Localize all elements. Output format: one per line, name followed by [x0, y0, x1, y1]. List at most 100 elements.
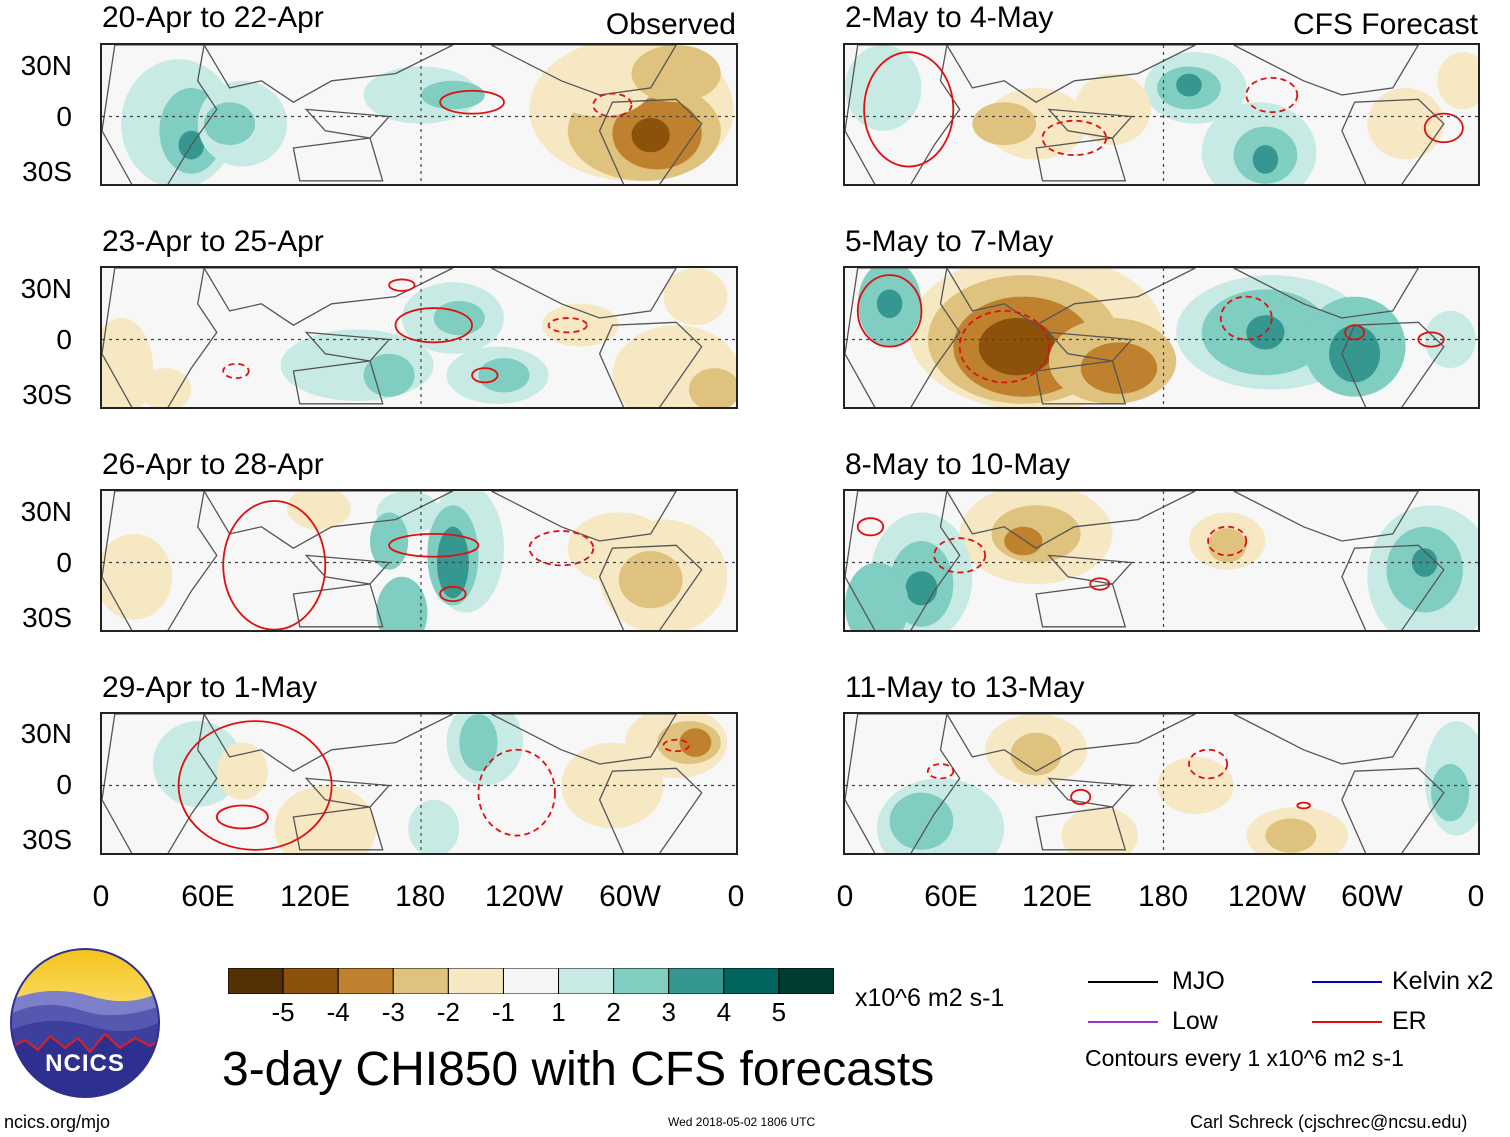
er-contour [1089, 577, 1111, 591]
map-panel-8 [843, 712, 1480, 855]
lon-label: 0 [727, 880, 745, 913]
anomaly-shade [905, 571, 938, 606]
anomaly-shade [1010, 732, 1062, 776]
anomaly-shade [688, 368, 736, 407]
anomaly-shade [1252, 145, 1279, 174]
anomaly-shade [1061, 806, 1139, 853]
anomaly-shade [542, 303, 619, 347]
coastline [1233, 714, 1420, 765]
lon-label: 180 [394, 880, 446, 913]
er-contour [439, 585, 467, 603]
credit: Carl Schreck (cjschrec@ncsu.edu) [1190, 1112, 1468, 1132]
map-svg-4 [102, 714, 736, 853]
legend-label-mjo: MJO [1172, 967, 1225, 995]
coastline [845, 268, 961, 407]
map-panel-5 [843, 43, 1480, 186]
colorbar-label: -2 [436, 997, 460, 1027]
map-svg-5 [845, 45, 1478, 184]
coastline [1035, 583, 1127, 628]
anomaly-shade [1329, 325, 1381, 383]
er-contour [177, 720, 333, 851]
lon-label: 60W [1341, 880, 1403, 913]
coastline [1341, 767, 1445, 853]
legend-swatch-kelvin [1312, 981, 1382, 983]
colorbar-label: 3 [661, 997, 676, 1027]
colorbar-units: x10^6 m2 s-1 [855, 984, 1005, 1012]
anomaly-shade [1208, 528, 1247, 563]
map-svg-7 [845, 491, 1478, 630]
anomaly-shade [140, 368, 192, 407]
coastline [946, 714, 1196, 772]
er-contour [1417, 331, 1445, 348]
colorbar-swatch [613, 968, 670, 994]
coastline [1341, 98, 1445, 184]
lon-label: 120W [1227, 880, 1307, 913]
anomaly-shade [1080, 342, 1158, 394]
ncics-logo: NCICS [10, 948, 160, 1098]
anomaly-shade [845, 562, 909, 630]
coastline [1233, 45, 1420, 96]
coastline [102, 268, 218, 407]
anomaly-shade [459, 714, 498, 772]
coastline [1233, 268, 1420, 319]
coastline [203, 714, 454, 772]
legend-label-er: ER [1392, 1007, 1427, 1035]
coastline [1047, 777, 1134, 808]
er-contour [528, 530, 595, 567]
er-contour [958, 310, 1050, 384]
map-svg-2 [102, 268, 736, 407]
anomaly-shade [216, 742, 268, 800]
lon-label: 0 [92, 880, 110, 913]
panel-title-5: 2-May to 4-May [845, 1, 1054, 34]
anomaly-shade [1411, 548, 1438, 577]
colorbar-swatch [778, 968, 834, 994]
panel-title-3: 26-Apr to 28-Apr [102, 448, 324, 481]
anomaly-shade [845, 45, 922, 131]
anomaly-shade [421, 80, 485, 110]
coastline [203, 268, 454, 326]
anomaly-shade [478, 358, 530, 393]
coastline [292, 137, 384, 182]
colorbar-swatch [558, 968, 615, 994]
er-contour [662, 738, 690, 753]
lat-label: 30N [20, 50, 72, 81]
lon-label: 120W [484, 880, 564, 913]
anomaly-shade [1074, 73, 1151, 146]
logo-text: NCICS [45, 1050, 125, 1077]
panel-title-1: 20-Apr to 22-Apr [102, 1, 324, 34]
lat-label: 0 [56, 101, 72, 132]
lon-label: 60E [924, 880, 978, 913]
anomaly-shade [102, 318, 154, 407]
anomaly-shade [972, 102, 1037, 146]
map-svg-6 [845, 268, 1478, 407]
colorbar-swatch [337, 968, 394, 994]
lat-label: 0 [56, 769, 72, 800]
anomaly-shade [153, 721, 243, 807]
anomaly-shade [376, 576, 428, 630]
er-contour [477, 748, 556, 837]
lat-label: 30S [22, 379, 72, 410]
colorbar [228, 968, 834, 994]
lat-label: 30S [22, 824, 72, 855]
lat-label: 0 [56, 547, 72, 578]
er-contour [1207, 525, 1248, 557]
observed-header: Observed [605, 8, 736, 41]
anomaly-shade [1176, 73, 1202, 97]
map-panel-7 [843, 489, 1480, 632]
colorbar-swatch [723, 968, 780, 994]
colorbar-swatch [668, 968, 725, 994]
url-link[interactable]: ncics.org/mjo [4, 1112, 111, 1132]
er-contour [388, 278, 416, 292]
coastline [946, 268, 1196, 326]
anomaly-shade [679, 728, 712, 757]
coastline [1035, 137, 1127, 182]
panel-title-8: 11-May to 13-May [845, 671, 1085, 704]
colorbar-label: -1 [491, 997, 516, 1027]
legend-label-kelvin: Kelvin x2 [1392, 967, 1494, 995]
colorbar-swatch [228, 968, 284, 994]
anomaly-shade [876, 289, 903, 319]
map-panel-6 [843, 266, 1480, 409]
anomaly-shade [369, 512, 409, 570]
map-svg-8 [845, 714, 1478, 853]
coastline [102, 714, 218, 853]
